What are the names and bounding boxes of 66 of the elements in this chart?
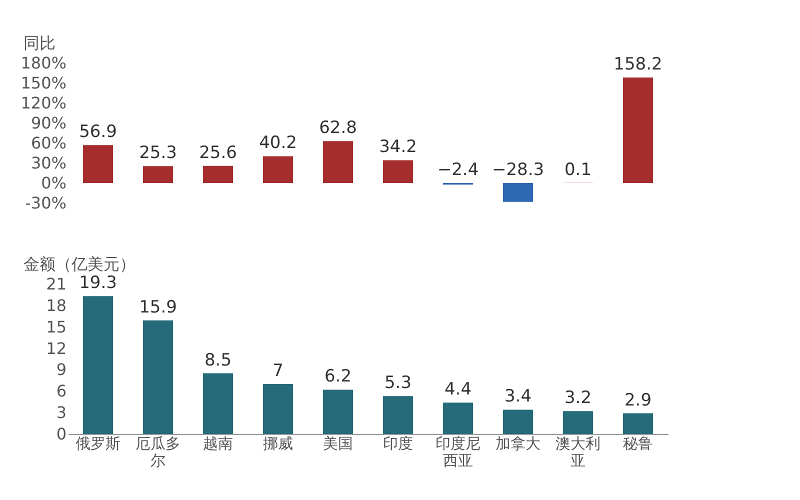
- bar: [203, 166, 233, 183]
- y-tick-label: 15: [46, 317, 66, 336]
- bar: [263, 156, 293, 183]
- data-label: 19.3: [79, 273, 117, 294]
- bar: [203, 373, 233, 434]
- bar: [263, 384, 293, 434]
- x-tick-label: 挪威: [263, 434, 293, 452]
- data-label: 2.9: [624, 390, 652, 410]
- y-tick-label: 180%: [20, 54, 66, 72]
- bar: [323, 141, 353, 183]
- data-label: 0.1: [564, 160, 592, 180]
- data-label: −28.3: [492, 160, 544, 180]
- bar: [443, 402, 473, 434]
- data-label: 6.2: [324, 366, 352, 387]
- data-label: 4.4: [444, 380, 472, 400]
- data-label: 25.3: [139, 143, 177, 164]
- bar: [623, 413, 653, 434]
- data-label: 158.2: [614, 54, 662, 75]
- data-label: 34.2: [379, 137, 417, 158]
- bar: [503, 410, 533, 434]
- y-tick-label: 0: [56, 424, 66, 444]
- x-tick-label: 印度: [383, 434, 413, 452]
- bar: [83, 296, 113, 434]
- y-tick-label: -30%: [25, 194, 66, 212]
- bar: [143, 320, 173, 434]
- data-label: 40.2: [259, 133, 297, 154]
- x-tick-label: 俄罗斯: [76, 434, 120, 452]
- bar: [563, 411, 593, 434]
- x-tick-label: 美国: [323, 434, 353, 452]
- y-tick-label: 18: [46, 296, 66, 315]
- bar: [503, 183, 533, 202]
- data-label: 25.6: [199, 142, 237, 163]
- y-tick-label: 3: [56, 403, 66, 422]
- data-label: 5.3: [384, 373, 412, 394]
- y-tick-label: 90%: [30, 114, 66, 132]
- y-tick-label: 120%: [20, 94, 66, 112]
- y-axis-title: 金额（亿美元）: [24, 254, 136, 274]
- bar: [623, 78, 653, 183]
- x-tick-label: 澳大利亚: [556, 434, 600, 470]
- y-tick-label: 9: [56, 360, 66, 380]
- y-tick-label: 6: [56, 382, 66, 401]
- y-tick-label: 30%: [30, 154, 66, 172]
- bar: [143, 166, 173, 183]
- y-axis-title: 同比: [24, 34, 56, 52]
- data-label: −2.4: [437, 160, 479, 180]
- x-tick-label: 越南: [203, 434, 233, 452]
- bar: [383, 396, 413, 434]
- bar: [383, 160, 413, 183]
- data-label: 15.9: [139, 297, 177, 318]
- y-tick-label: 0%: [41, 174, 66, 192]
- x-tick-label: 厄瓜多尔: [136, 434, 180, 470]
- data-label: 8.5: [204, 350, 232, 370]
- y-tick-label: 150%: [20, 74, 66, 92]
- data-label: 62.8: [319, 118, 357, 138]
- bar: [83, 145, 113, 183]
- data-label: 7: [272, 361, 284, 381]
- y-tick-label: 21: [46, 274, 66, 294]
- x-tick-label: 印度尼西亚: [436, 434, 480, 470]
- data-label: 56.9: [79, 122, 117, 142]
- x-tick-label: 加拿大: [496, 434, 540, 452]
- bar: [323, 390, 353, 434]
- y-tick-label: 60%: [30, 134, 66, 152]
- data-label: 3.2: [564, 388, 592, 408]
- y-tick-label: 12: [46, 338, 66, 358]
- data-label: 3.4: [504, 386, 532, 407]
- x-tick-label: 秘鲁: [623, 434, 653, 452]
